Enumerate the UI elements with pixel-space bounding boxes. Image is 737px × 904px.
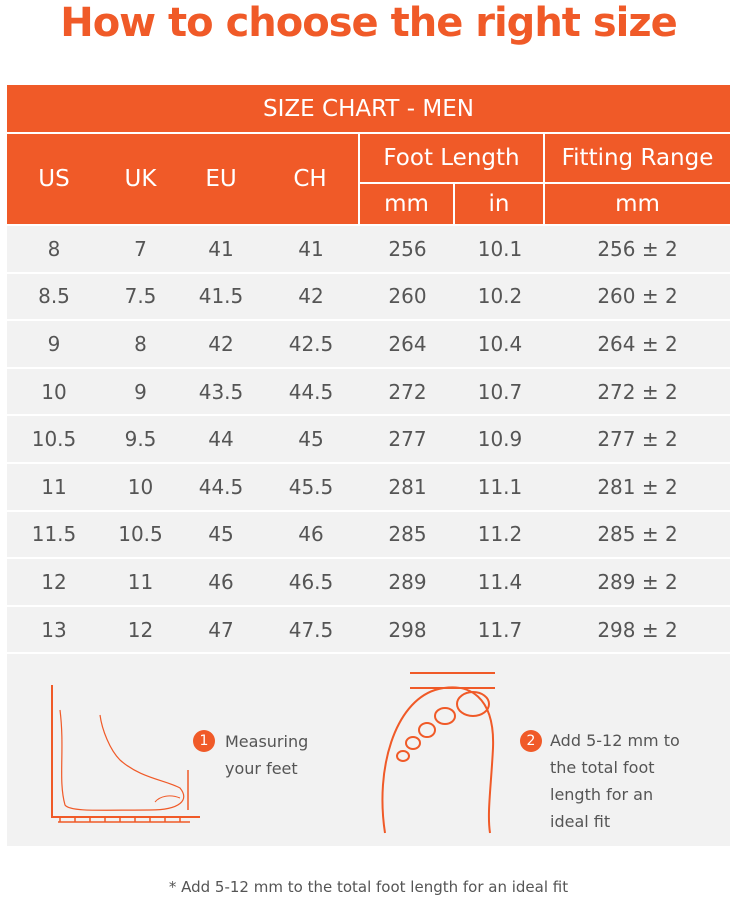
table-cell: 298 <box>388 617 427 642</box>
footnote: * Add 5-12 mm to the total foot length f… <box>168 878 569 896</box>
table-cell: 44 <box>208 427 234 452</box>
table-cell: 7 <box>134 236 147 261</box>
table-row <box>7 368 730 415</box>
table-cell: 42.5 <box>288 331 334 356</box>
table-cell: 44.5 <box>198 474 244 499</box>
table-cell: 10 <box>41 379 67 404</box>
column-header: US <box>7 134 101 224</box>
table-cell: 45 <box>298 427 324 452</box>
table-cell: 10.5 <box>118 522 163 547</box>
table-cell: 256 <box>388 236 427 261</box>
table-cell: 264 <box>388 331 427 356</box>
table-cell: 256 ± 2 <box>597 236 678 261</box>
unit-header: mm <box>545 184 730 224</box>
table-cell: 298 ± 2 <box>597 617 678 642</box>
title: How to choose the right size <box>60 0 678 46</box>
table-cell: 11.5 <box>31 522 77 547</box>
table-cell: 8.5 <box>38 284 70 309</box>
table-caption: SIZE CHART - MEN <box>7 85 730 132</box>
table-row <box>7 226 730 272</box>
guide-panel <box>7 654 730 846</box>
table-cell: 13 <box>41 617 67 642</box>
table-cell: 12 <box>41 569 67 594</box>
step-text: Measuring your feet <box>225 728 308 782</box>
step-line: Add 5-12 mm to <box>550 731 680 750</box>
column-header: UK <box>101 134 180 224</box>
table-cell: 260 ± 2 <box>597 284 678 309</box>
column-header: CH <box>262 134 358 224</box>
table-cell: 46.5 <box>288 569 334 594</box>
unit-header: in <box>455 184 543 224</box>
table-cell: 260 <box>388 284 427 309</box>
table-cell: 264 ± 2 <box>597 331 678 356</box>
table-cell: 277 <box>388 427 427 452</box>
table-cell: 285 <box>388 522 427 547</box>
table-row <box>7 559 730 605</box>
table-cell: 10.7 <box>477 379 523 404</box>
table-row <box>7 273 730 320</box>
table-row <box>7 416 730 462</box>
table-cell: 281 ± 2 <box>597 474 678 499</box>
table-cell: 10.2 <box>477 284 523 309</box>
table-cell: 272 ± 2 <box>597 379 678 404</box>
table-cell: 272 <box>388 379 427 404</box>
table-cell: 42 <box>298 284 324 309</box>
table-cell: 9 <box>134 379 147 404</box>
column-header: EU <box>180 134 262 224</box>
table-cell: 9.5 <box>124 427 157 452</box>
step-number: 2 <box>520 730 542 752</box>
table-cell: 45 <box>208 522 234 547</box>
table-cell: 10 <box>127 474 154 499</box>
foot-side-illustration <box>51 685 200 823</box>
table-cell: 44.5 <box>288 379 334 404</box>
table-cell: 12 <box>127 617 154 642</box>
table-cell: 47.5 <box>288 617 334 642</box>
table-row <box>7 606 730 653</box>
table-cell: 43.5 <box>198 379 244 404</box>
table-cell: 11.2 <box>477 522 523 547</box>
step-text: Add 5-12 mm to the total foot length for a… <box>550 727 680 835</box>
table-cell: 10.4 <box>477 331 523 356</box>
foot-top-illustration <box>381 672 495 834</box>
table-cell: 7.5 <box>124 284 157 309</box>
table-cell: 11.1 <box>477 474 523 499</box>
group-header: Fitting Range <box>545 134 730 182</box>
step-line: Measuring <box>225 732 309 751</box>
table-cell: 8 <box>134 331 147 356</box>
table-cell: 41.5 <box>198 284 244 309</box>
table-cell: 46 <box>298 522 324 547</box>
group-header: Foot Length <box>360 134 543 182</box>
table-row <box>7 321 730 367</box>
table-cell: 281 <box>388 474 427 499</box>
unit-header: mm <box>360 184 453 224</box>
step-line: your feet <box>225 759 298 778</box>
table-cell: 11.7 <box>477 617 523 642</box>
table-cell: 11 <box>41 474 67 499</box>
step-line: ideal fit <box>550 812 611 831</box>
table-cell: 285 ± 2 <box>597 522 678 547</box>
table-cell: 11.4 <box>477 569 523 594</box>
step-line: the total foot <box>550 758 655 777</box>
table-cell: 42 <box>208 331 234 356</box>
table-cell: 46 <box>208 569 234 594</box>
table-cell: 10.1 <box>477 236 523 261</box>
step-number: 1 <box>193 730 215 752</box>
table-cell: 289 <box>388 569 427 594</box>
table-cell: 41 <box>298 236 324 261</box>
table-cell: 8 <box>47 236 61 261</box>
table-cell: 10.5 <box>31 427 77 452</box>
table-row <box>7 511 730 558</box>
table-cell: 10.9 <box>477 427 523 452</box>
table-cell: 11 <box>127 569 154 594</box>
table-cell: 45.5 <box>288 474 334 499</box>
table-cell: 277 ± 2 <box>597 427 678 452</box>
table-cell: 41 <box>208 236 234 261</box>
step-line: length for an <box>550 785 654 804</box>
table-cell: 289 ± 2 <box>597 569 678 594</box>
table-row <box>7 464 730 510</box>
table-cell: 47 <box>208 617 234 642</box>
table-cell: 9 <box>47 331 61 356</box>
